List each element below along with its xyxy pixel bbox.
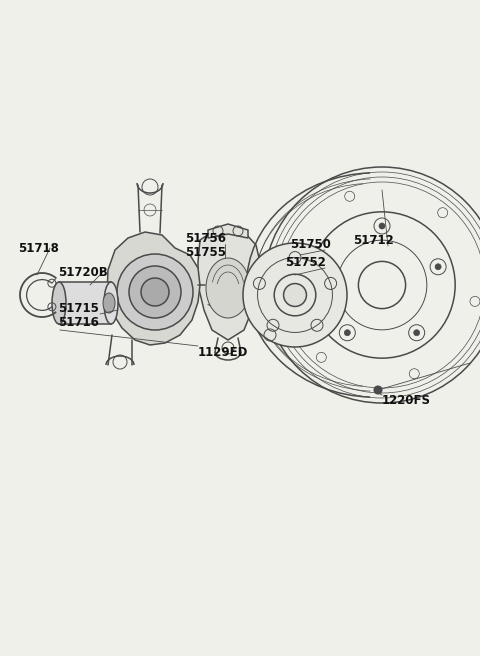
Text: 51716: 51716 [58, 316, 99, 329]
Ellipse shape [104, 282, 118, 324]
Text: 51712: 51712 [353, 234, 394, 247]
Circle shape [243, 243, 347, 347]
Circle shape [414, 330, 420, 336]
Circle shape [141, 278, 169, 306]
Ellipse shape [206, 258, 250, 318]
Text: 51752: 51752 [285, 255, 326, 268]
Text: 51718: 51718 [18, 241, 59, 255]
Circle shape [284, 283, 306, 306]
Circle shape [344, 330, 350, 336]
Text: 1220FS: 1220FS [382, 394, 431, 407]
Ellipse shape [52, 282, 66, 324]
Circle shape [379, 223, 385, 229]
Text: 51715: 51715 [58, 302, 99, 314]
Ellipse shape [103, 293, 115, 313]
Polygon shape [107, 232, 200, 345]
Text: 51756: 51756 [185, 232, 226, 245]
Circle shape [129, 266, 181, 318]
Text: 51750: 51750 [290, 237, 331, 251]
Polygon shape [59, 282, 111, 324]
Text: 51755: 51755 [185, 245, 226, 258]
Circle shape [374, 386, 382, 394]
Circle shape [117, 254, 193, 330]
Polygon shape [208, 224, 248, 238]
Polygon shape [198, 228, 260, 340]
Circle shape [323, 264, 329, 270]
Circle shape [435, 264, 441, 270]
Text: 51720B: 51720B [58, 266, 108, 279]
Text: 1129ED: 1129ED [198, 346, 248, 358]
